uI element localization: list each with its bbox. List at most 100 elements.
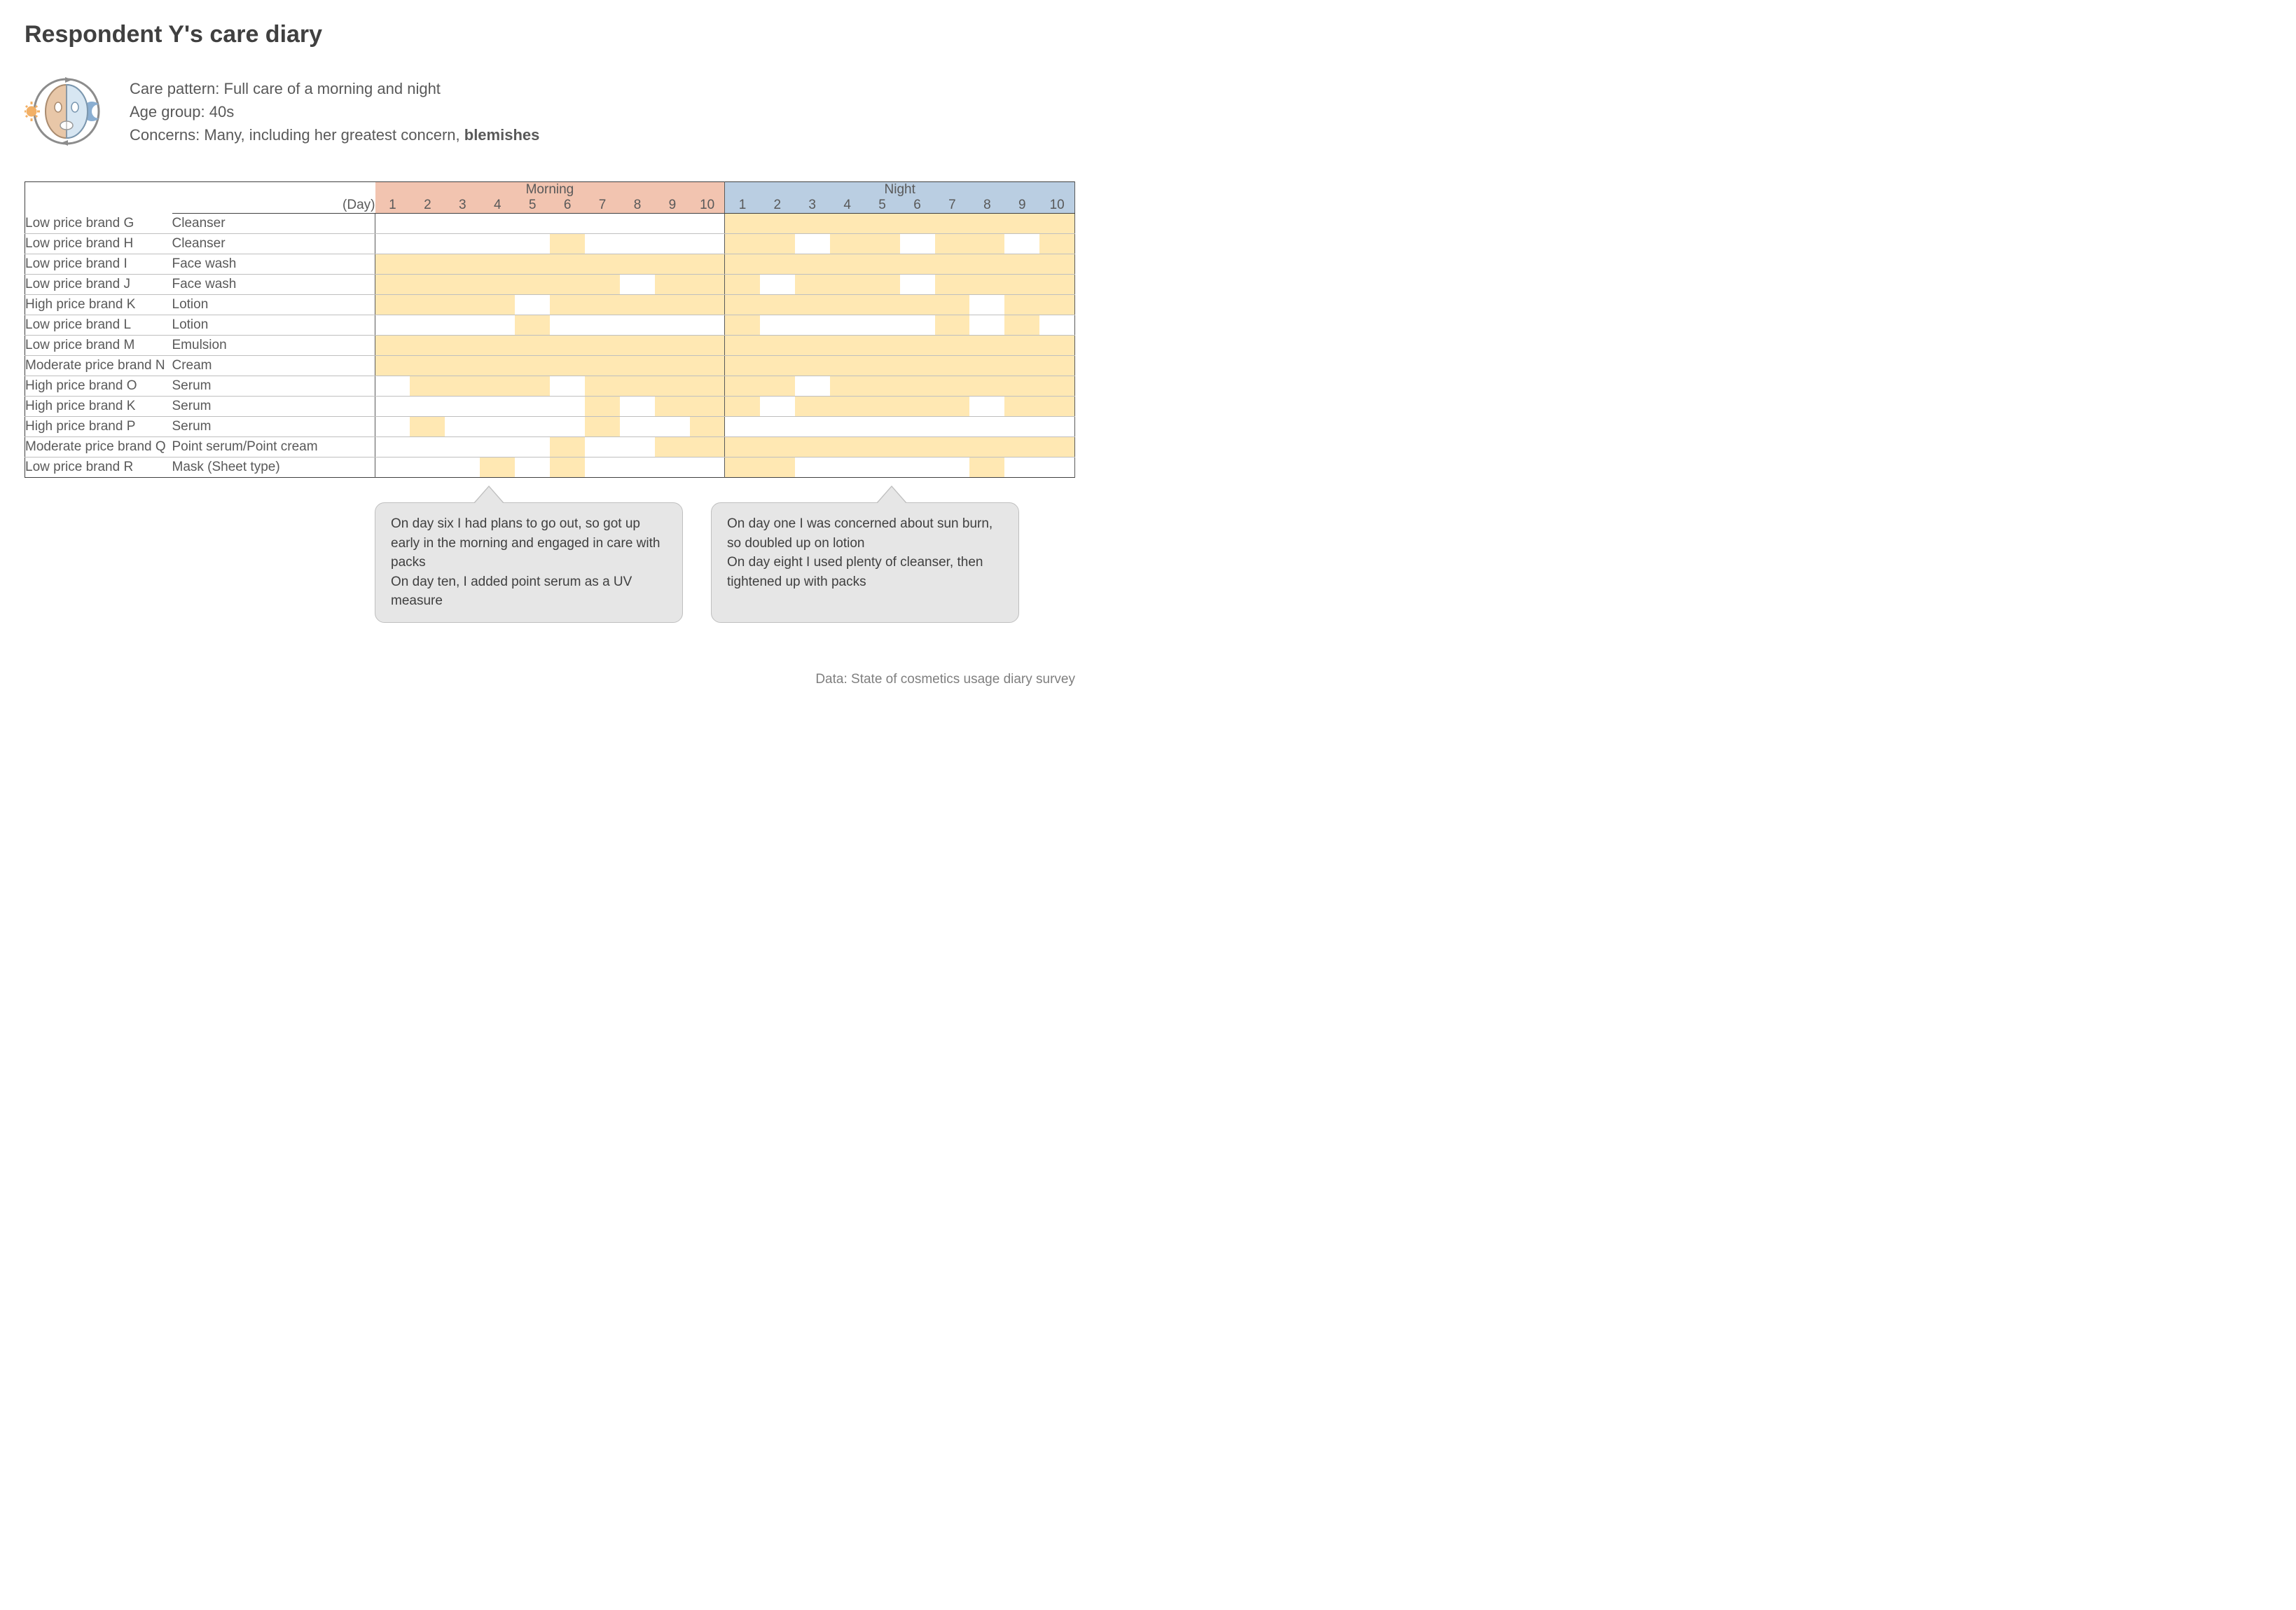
usage-cell (480, 234, 515, 254)
usage-cell (795, 356, 830, 376)
usage-cell (515, 437, 550, 457)
usage-cell (935, 437, 970, 457)
usage-cell (969, 397, 1004, 417)
day-header: 7 (935, 198, 970, 214)
usage-cell (655, 295, 690, 315)
usage-cell (655, 275, 690, 295)
usage-cell (795, 397, 830, 417)
usage-cell (935, 356, 970, 376)
usage-cell (795, 214, 830, 234)
usage-cell (410, 214, 445, 234)
brand-cell: Low price brand M (25, 336, 172, 356)
usage-cell (969, 437, 1004, 457)
usage-cell (410, 457, 445, 478)
usage-cell (1004, 417, 1039, 437)
usage-cell (830, 437, 865, 457)
section-header: Night (725, 182, 1075, 198)
usage-cell (690, 397, 725, 417)
brand-cell: High price brand O (25, 376, 172, 397)
usage-cell (585, 214, 620, 234)
usage-cell (690, 275, 725, 295)
usage-cell (620, 336, 655, 356)
usage-cell (375, 275, 410, 295)
usage-cell (410, 295, 445, 315)
usage-cell (935, 254, 970, 275)
usage-cell (1039, 397, 1074, 417)
usage-cell (375, 315, 410, 336)
usage-cell (830, 457, 865, 478)
usage-cell (1039, 254, 1074, 275)
usage-cell (445, 214, 480, 234)
product-cell: Face wash (172, 254, 375, 275)
usage-cell (760, 214, 795, 234)
day-header: 9 (655, 198, 690, 214)
table-row: Low price brand LLotion (25, 315, 1075, 336)
usage-cell (585, 356, 620, 376)
usage-cell (795, 437, 830, 457)
day-header: 8 (969, 198, 1004, 214)
usage-cell (375, 437, 410, 457)
meta-row: Care pattern: Full care of a morning and… (25, 69, 1075, 153)
usage-cell (480, 336, 515, 356)
usage-cell (725, 376, 760, 397)
usage-cell (1039, 356, 1074, 376)
callout-morning: On day six I had plans to go out, so got… (375, 502, 683, 623)
usage-cell (865, 295, 900, 315)
usage-cell (900, 437, 935, 457)
usage-cell (900, 214, 935, 234)
usage-cell (655, 397, 690, 417)
usage-cell (1004, 315, 1039, 336)
usage-cell (935, 397, 970, 417)
day-header: 1 (725, 198, 760, 214)
usage-cell (725, 336, 760, 356)
day-header: 10 (690, 198, 725, 214)
usage-cell (515, 275, 550, 295)
table-row: Low price brand MEmulsion (25, 336, 1075, 356)
usage-cell (550, 397, 585, 417)
usage-cell (865, 397, 900, 417)
usage-cell (830, 356, 865, 376)
usage-cell (969, 214, 1004, 234)
callout-night: On day one I was concerned about sun bur… (711, 502, 1019, 623)
usage-cell (760, 397, 795, 417)
usage-cell (1004, 254, 1039, 275)
usage-cell (900, 336, 935, 356)
usage-cell (655, 356, 690, 376)
usage-cell (900, 275, 935, 295)
usage-cell (795, 336, 830, 356)
usage-cell (550, 295, 585, 315)
usage-cell (620, 275, 655, 295)
meta-age-label: Age group: (130, 103, 209, 121)
usage-cell (410, 397, 445, 417)
brand-cell: Low price brand R (25, 457, 172, 478)
usage-cell (795, 234, 830, 254)
usage-cell (375, 214, 410, 234)
usage-cell (655, 417, 690, 437)
usage-cell (515, 315, 550, 336)
brand-cell: Low price brand I (25, 254, 172, 275)
usage-cell (445, 336, 480, 356)
usage-cell (1004, 437, 1039, 457)
day-header: 4 (830, 198, 865, 214)
usage-cell (410, 234, 445, 254)
usage-cell (515, 417, 550, 437)
usage-cell (480, 437, 515, 457)
meta-pattern: Full care of a morning and night (224, 80, 441, 97)
usage-cell (655, 234, 690, 254)
day-header: 1 (375, 198, 410, 214)
usage-cell (445, 315, 480, 336)
usage-cell (1039, 214, 1074, 234)
usage-cell (725, 214, 760, 234)
usage-cell (935, 315, 970, 336)
usage-cell (900, 457, 935, 478)
usage-cell (1039, 376, 1074, 397)
usage-cell (445, 457, 480, 478)
usage-cell (760, 376, 795, 397)
usage-cell (375, 254, 410, 275)
usage-cell (795, 315, 830, 336)
usage-cell (655, 214, 690, 234)
usage-cell (760, 315, 795, 336)
usage-cell (760, 356, 795, 376)
usage-cell (620, 397, 655, 417)
usage-cell (725, 457, 760, 478)
